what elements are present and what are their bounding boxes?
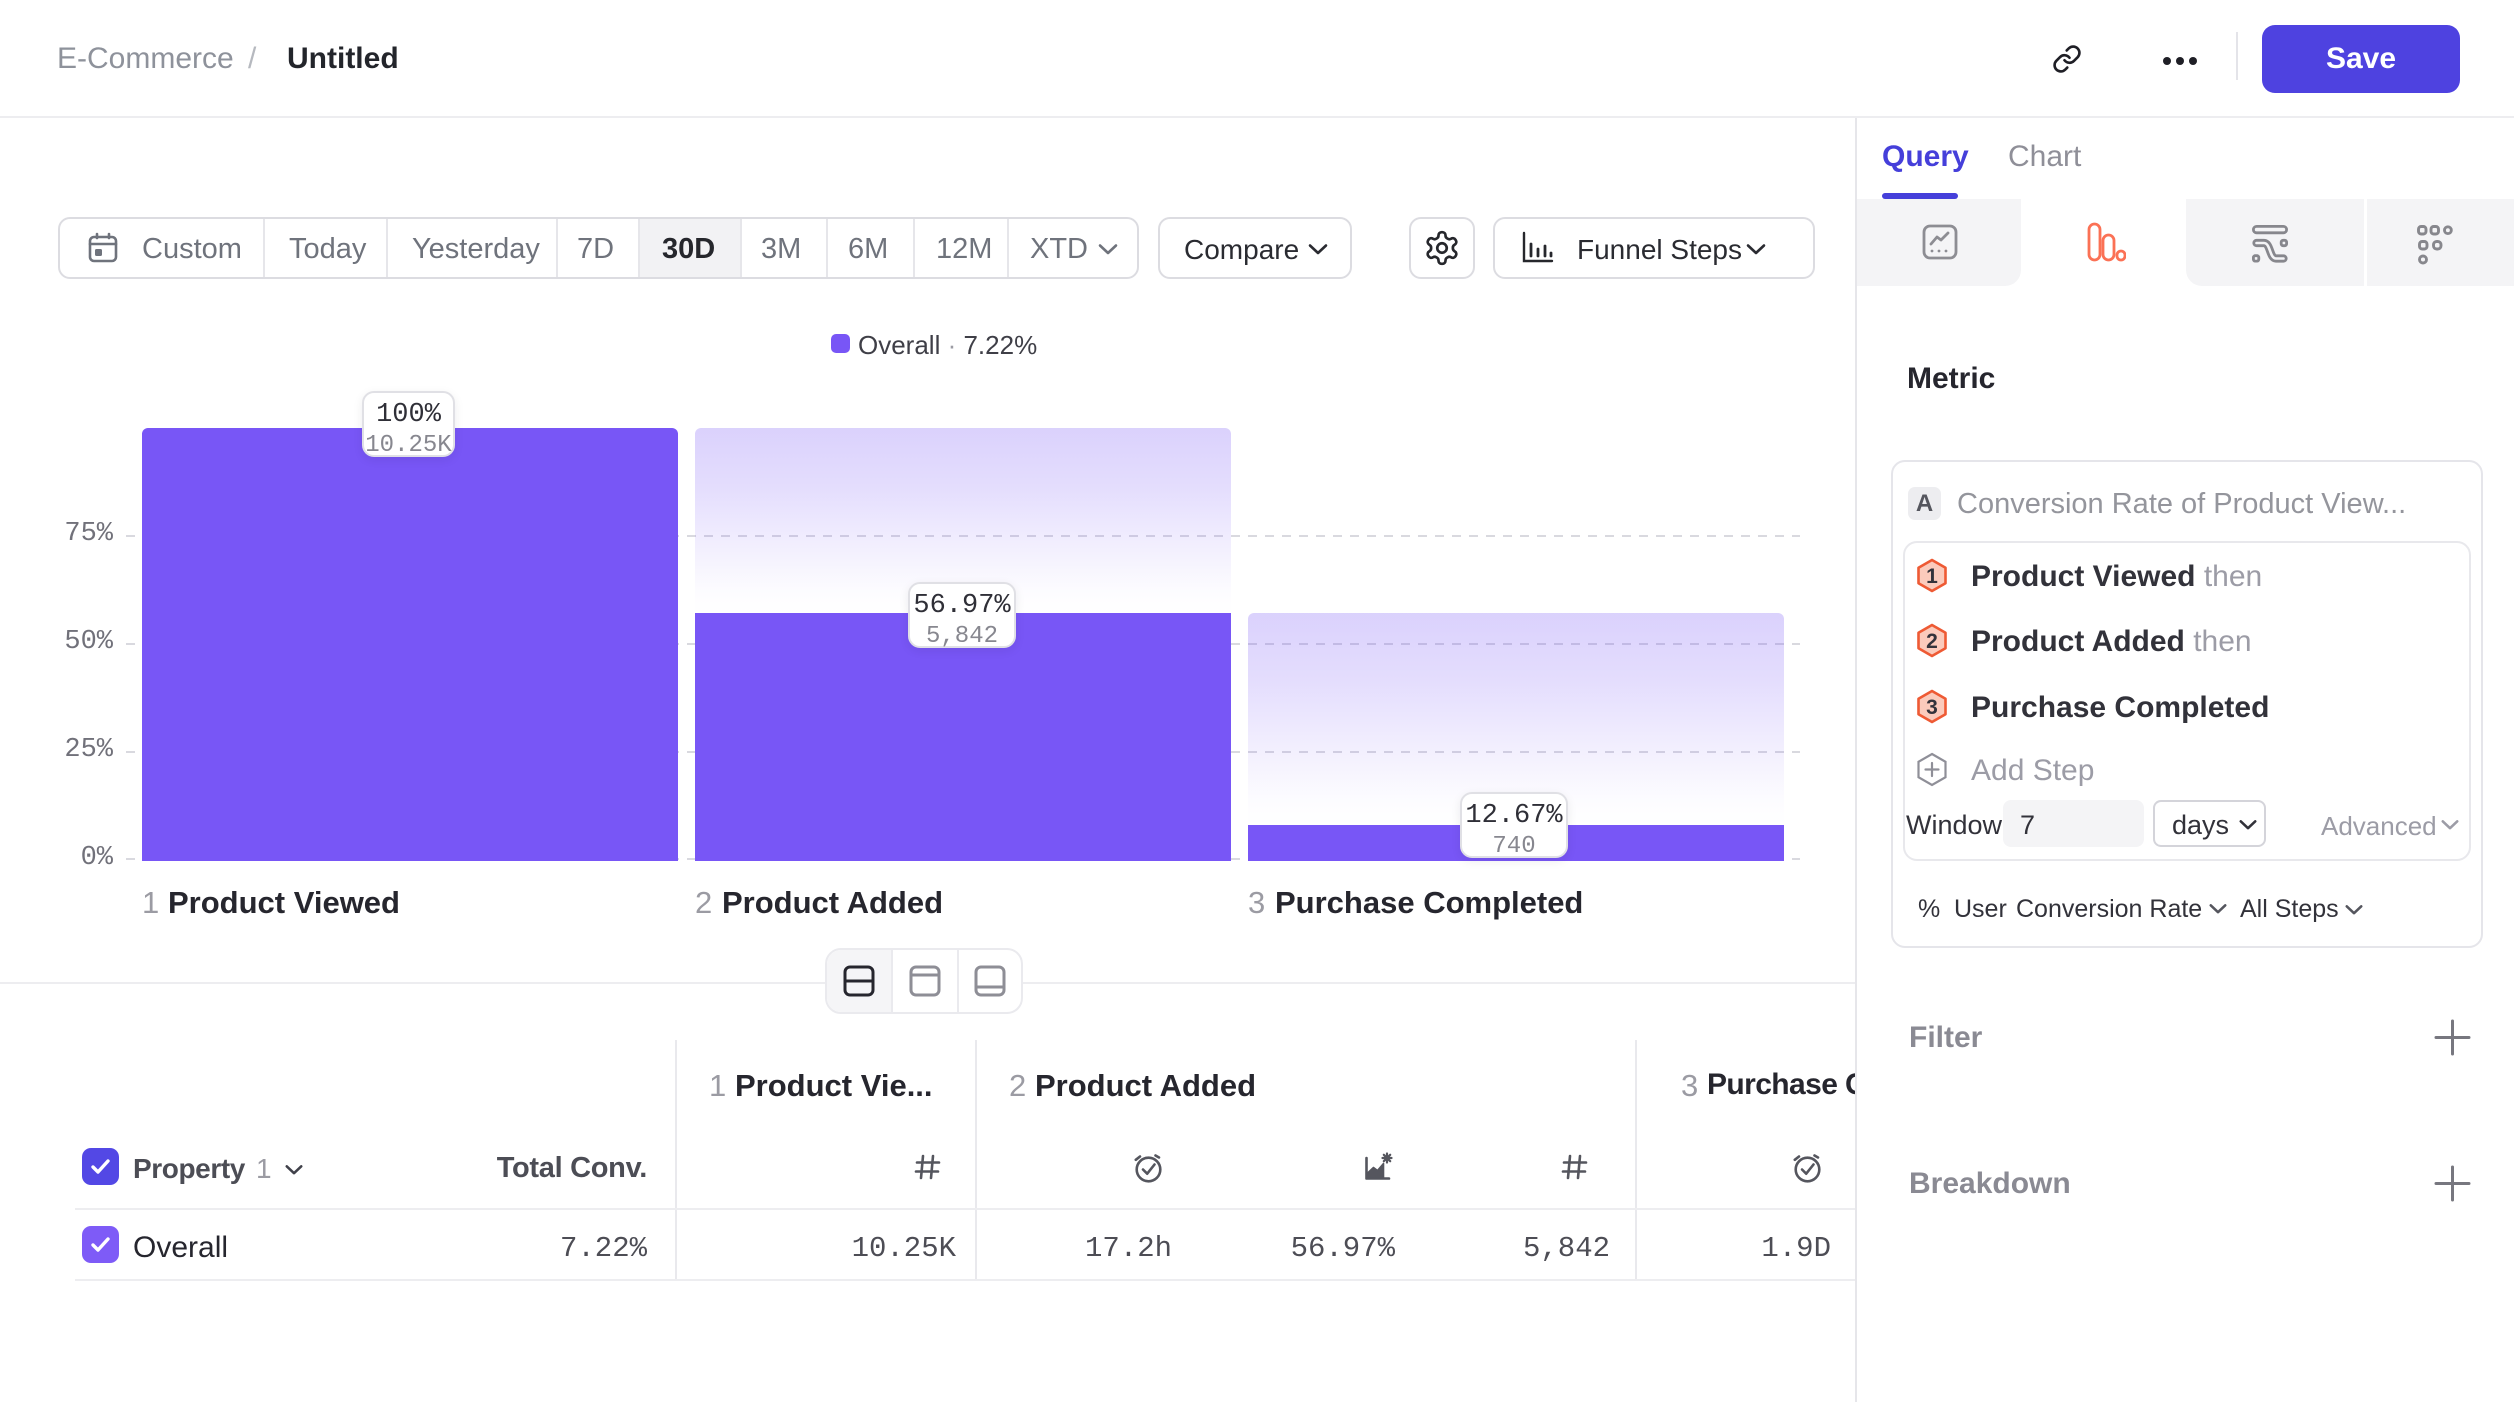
svg-text:2: 2 <box>1926 630 1938 653</box>
svg-text:1: 1 <box>1926 565 1938 588</box>
svg-text:3: 3 <box>1926 696 1938 719</box>
